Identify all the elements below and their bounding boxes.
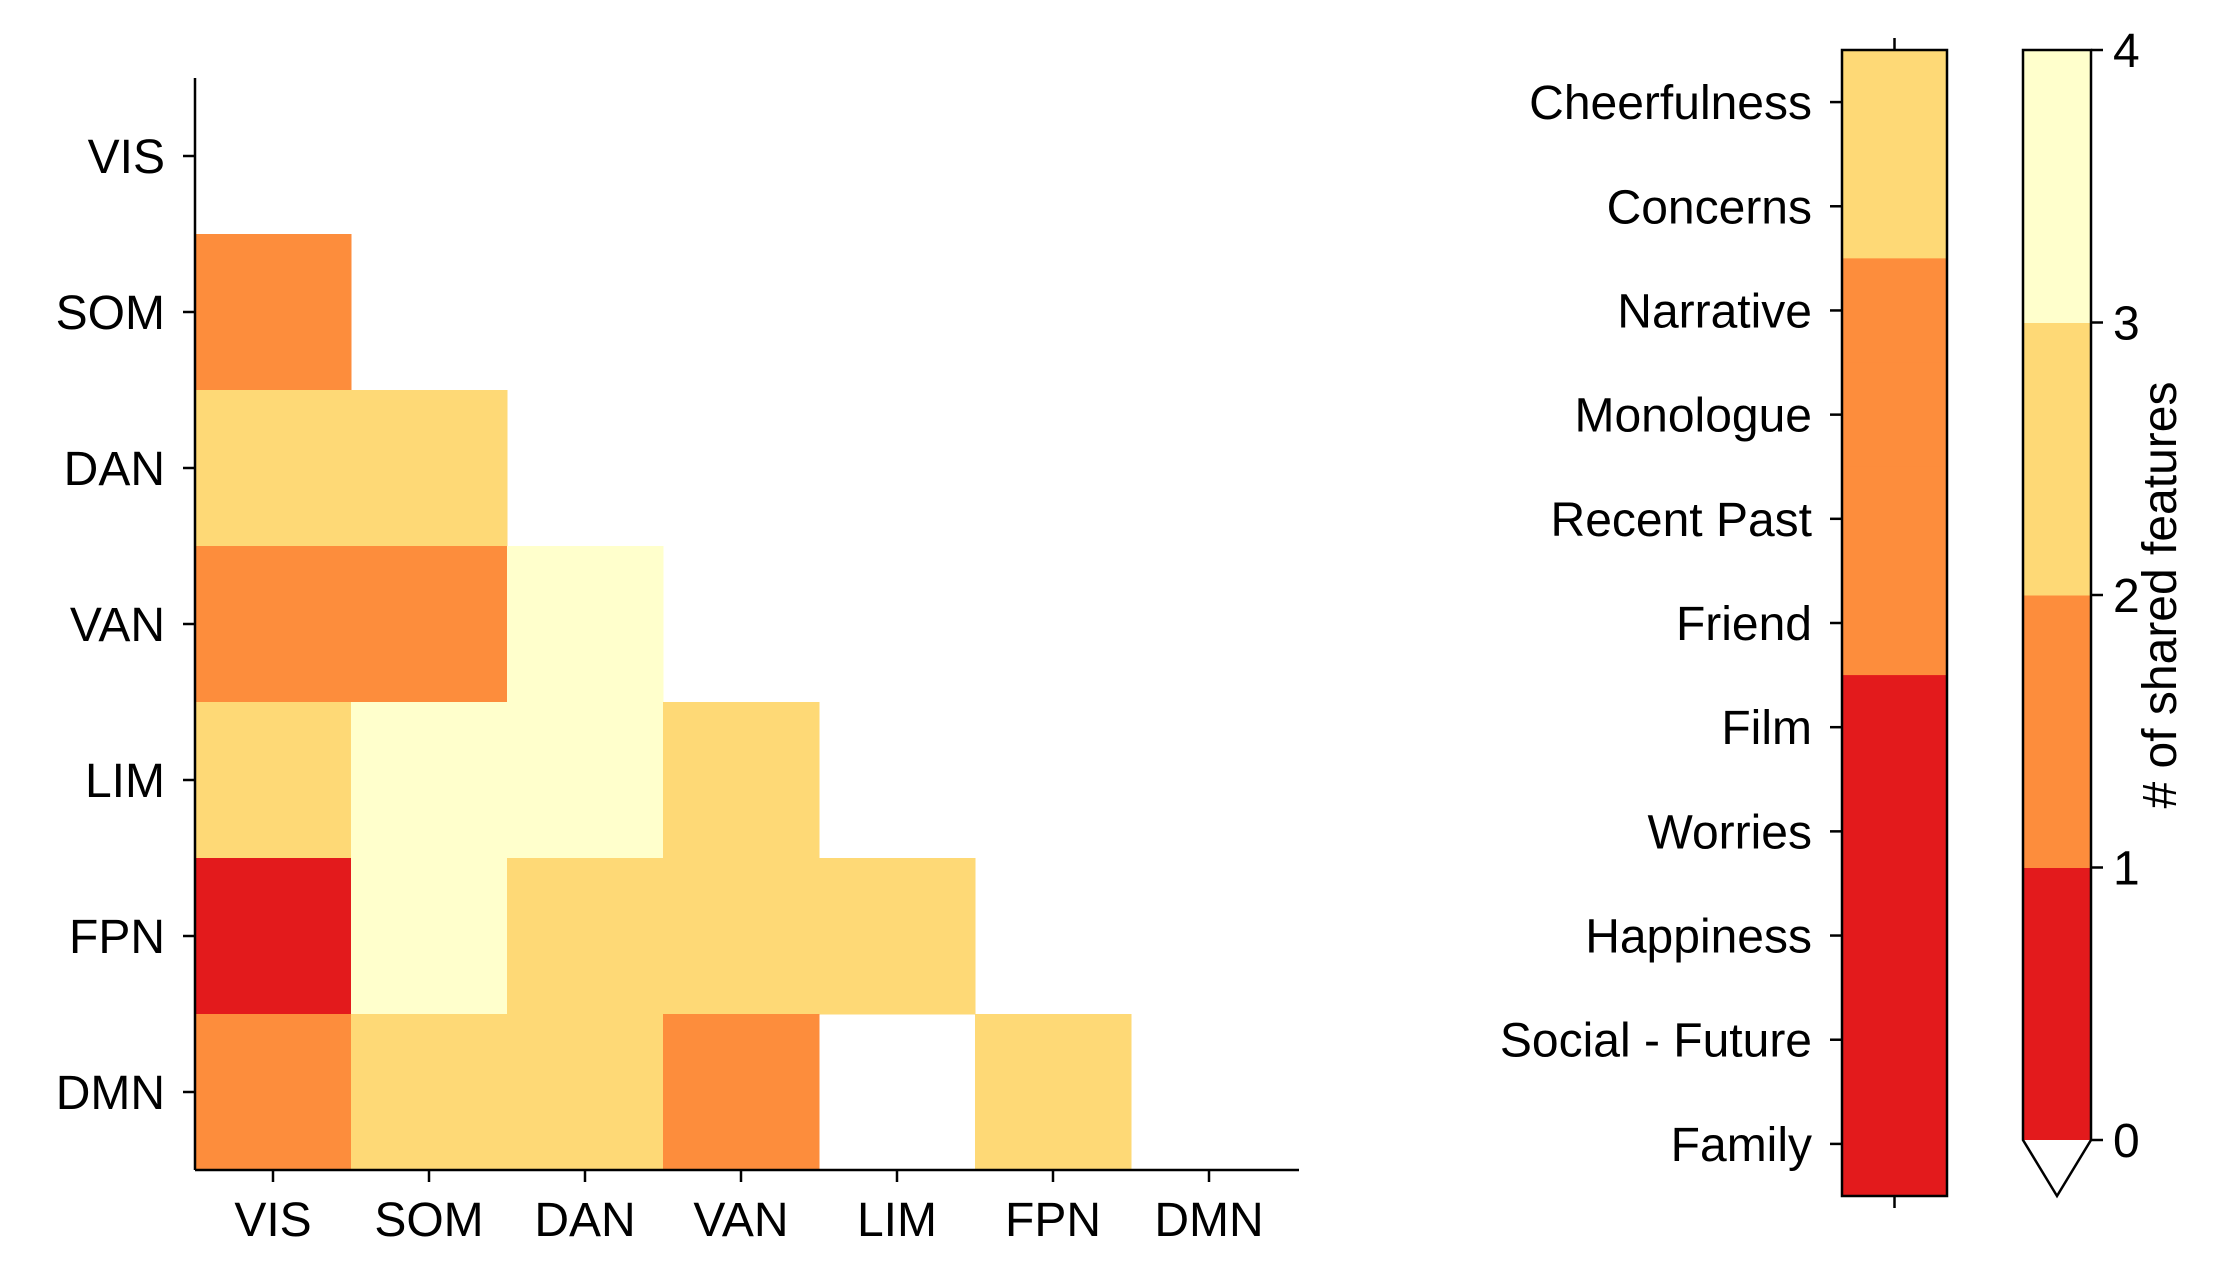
network-heatmap-axes: VIS VIS SOM SOM DAN DAN VAN VAN LIM LIM FPN FPN DMN D… xyxy=(56,78,1299,1247)
heatmap-x-tick-label: SOM xyxy=(374,1194,483,1247)
heatmap-cell-fpn-van xyxy=(663,858,820,1015)
heatmap-cell-dmn-dan xyxy=(507,1014,664,1171)
heatmap-cell-dmn-van xyxy=(663,1014,820,1171)
colorbar-tick-label: 1 xyxy=(2113,843,2140,896)
feature-cell-recent-past xyxy=(1842,466,1947,572)
feature-label: Cheerfulness xyxy=(1529,77,1812,130)
heatmap-cell-som-vis xyxy=(195,234,352,391)
heatmap-cell-lim-som xyxy=(351,702,508,859)
feature-label: Family xyxy=(1671,1119,1812,1172)
network-heatmap xyxy=(195,234,1132,1171)
heatmap-x-tick-label: DMN xyxy=(1154,1194,1263,1247)
colorbar-tick-label: 2 xyxy=(2113,570,2140,623)
colorbar-segment xyxy=(2023,595,2091,868)
colorbar-extend-triangle xyxy=(2023,1140,2091,1196)
feature-cell-family xyxy=(1842,1091,1947,1197)
colorbar-tick-label: 3 xyxy=(2113,298,2140,351)
feature-cell-happiness xyxy=(1842,883,1947,989)
heatmap-x-tick-label: VIS xyxy=(234,1194,311,1247)
feature-cell-cheerfulness xyxy=(1842,50,1947,155)
heatmap-y-tick-label: FPN xyxy=(69,911,165,964)
heatmap-cell-dmn-vis xyxy=(195,1014,352,1171)
feature-label: Social - Future xyxy=(1500,1015,1812,1068)
feature-cell-friend xyxy=(1842,570,1947,676)
heatmap-cell-lim-vis xyxy=(195,702,352,859)
feature-label: Worries xyxy=(1648,806,1812,859)
feature-label: Friend xyxy=(1676,598,1812,651)
heatmap-x-tick-label: LIM xyxy=(857,1194,937,1247)
heatmap-cell-van-vis xyxy=(195,546,352,703)
feature-label: Happiness xyxy=(1585,911,1812,964)
heatmap-x-tick-label: DAN xyxy=(534,1194,635,1247)
colorbar: 0 1 2 3 4 # of shared features xyxy=(2021,25,2187,1199)
heatmap-cell-fpn-vis xyxy=(195,858,352,1015)
feature-label: Monologue xyxy=(1574,390,1812,443)
feature-cell-monologue xyxy=(1842,362,1947,468)
heatmap-cell-van-som xyxy=(351,546,508,703)
heatmap-y-tick-label: LIM xyxy=(85,755,165,808)
feature-cell-social-future xyxy=(1842,987,1947,1093)
colorbar-segment xyxy=(2023,50,2091,323)
feature-label: Film xyxy=(1721,702,1812,755)
feature-cell-worries xyxy=(1842,779,1947,884)
heatmap-cell-dmn-fpn xyxy=(975,1014,1132,1171)
heatmap-x-tick-label: VAN xyxy=(693,1194,788,1247)
heatmap-y-tick-label: VIS xyxy=(88,131,165,184)
heatmap-x-tick-label: FPN xyxy=(1005,1194,1101,1247)
heatmap-cell-dan-som xyxy=(351,390,508,547)
colorbar-label: # of shared features xyxy=(2134,382,2187,809)
heatmap-cell-dmn-som xyxy=(351,1014,508,1171)
heatmap-cell-fpn-som xyxy=(351,858,508,1015)
heatmap-cell-dan-vis xyxy=(195,390,352,547)
feature-cell-narrative xyxy=(1842,258,1947,364)
colorbar-tick-label: 0 xyxy=(2113,1115,2140,1168)
colorbar-tick-label: 4 xyxy=(2113,25,2140,78)
feature-strip: Cheerfulness Concerns Narrative Monologue Re… xyxy=(1500,38,1949,1208)
heatmap-y-tick-label: VAN xyxy=(70,599,165,652)
heatmap-y-tick-label: DMN xyxy=(56,1067,165,1120)
feature-cell-film xyxy=(1842,675,1947,780)
feature-cell-concerns xyxy=(1842,154,1947,259)
colorbar-frame xyxy=(2021,48,2093,1199)
feature-label: Concerns xyxy=(1607,181,1812,234)
heatmap-cell-lim-van xyxy=(663,702,820,859)
colorbar-segment xyxy=(2023,322,2091,596)
feature-label: Narrative xyxy=(1617,285,1812,338)
heatmap-cell-fpn-dan xyxy=(507,858,664,1015)
heatmap-y-tick-label: SOM xyxy=(56,287,165,340)
heatmap-cell-fpn-lim xyxy=(819,858,976,1015)
heatmap-cell-lim-dan xyxy=(507,702,664,859)
feature-label: Recent Past xyxy=(1551,494,1812,547)
heatmap-cell-van-dan xyxy=(507,546,664,703)
heatmap-y-tick-label: DAN xyxy=(64,443,165,496)
colorbar-segment xyxy=(2023,867,2091,1141)
